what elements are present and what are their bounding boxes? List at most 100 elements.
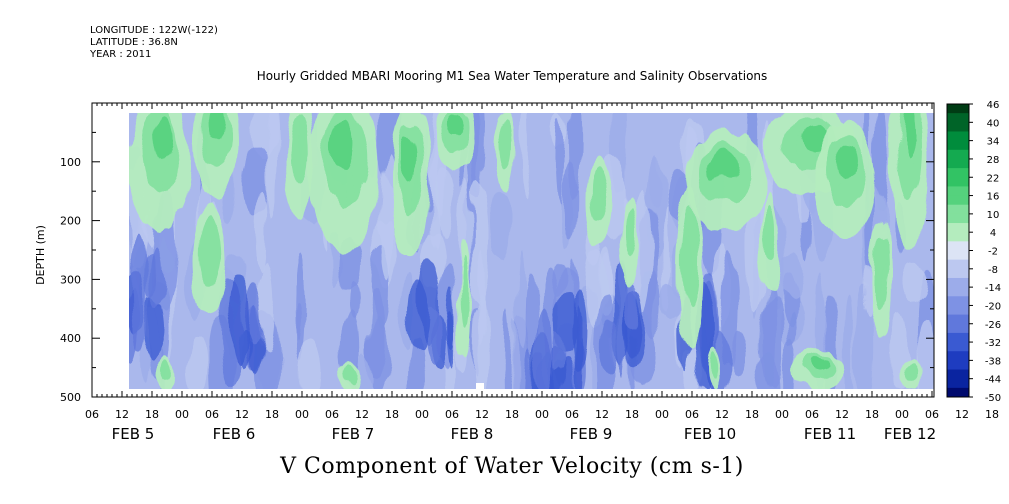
colorbar-label: 40 (987, 118, 1000, 129)
x-tick-label: 06 (565, 408, 579, 421)
x-tick-label: 00 (535, 408, 549, 421)
colorbar-label: -44 (985, 375, 1001, 386)
x-tick-label: 06 (205, 408, 219, 421)
colorbar-swatch (947, 314, 969, 325)
colorbar-swatch (947, 177, 969, 187)
y-axis-label: DEPTH (m) (34, 225, 47, 285)
colorbar-label: 28 (987, 155, 1000, 166)
colorbar-swatch (947, 195, 969, 206)
colorbar: 46 40 34 28 22 16 10 4 -2 -8 -14 -20 -26 -32 -38 -44 -50 (946, 100, 1001, 404)
colorbar-label: -50 (985, 393, 1001, 404)
x-tick-label: 00 (295, 408, 309, 421)
colorbar-label: -20 (985, 301, 1001, 312)
colorbar-swatch (947, 277, 969, 288)
colorbar-swatch (947, 186, 969, 197)
x-tick-label: 00 (895, 408, 909, 421)
x-tick-label: 12 (355, 408, 369, 421)
colorbar-swatch (947, 158, 969, 169)
y-axis: 100 200 300 400 500 (60, 102, 934, 404)
x-tick-label: 12 (595, 408, 609, 421)
colorbar-swatch (947, 296, 969, 306)
x-tick-label: 18 (145, 408, 159, 421)
colorbar-label: 22 (987, 173, 1000, 184)
x-tick-label: 06 (805, 408, 819, 421)
x-axis: 06 12 18 00 06 12 18 00 06 12 18 00 06 12 18 00 06 12 18 00… (85, 103, 999, 443)
colorbar-label: -8 (988, 265, 998, 276)
colorbar-swatch (947, 250, 969, 261)
x-day-label: FEB 10 (684, 425, 736, 443)
chart-title: Hourly Gridded MBARI Mooring M1 Sea Wate… (256, 69, 768, 83)
x-tick-label: 06 (325, 408, 339, 421)
x-tick-label: 12 (115, 408, 129, 421)
colorbar-swatch (947, 168, 969, 178)
x-tick-label: 00 (415, 408, 429, 421)
colorbar-swatch (947, 387, 969, 398)
colorbar-swatch (947, 223, 969, 233)
colorbar-swatch (947, 232, 969, 242)
x-day-label: FEB 11 (804, 425, 856, 443)
colorbar-swatch (947, 360, 969, 371)
x-axis-title: V Component of Water Velocity (cm s-1) (280, 454, 744, 479)
colorbar-swatch (947, 113, 969, 123)
missing-data-patch (476, 383, 484, 389)
colorbar-swatch (947, 149, 969, 160)
colorbar-swatch (947, 213, 969, 224)
colorbar-swatch (947, 305, 969, 316)
colorbar-swatch (947, 351, 969, 361)
colorbar-swatch (947, 323, 969, 334)
colorbar-label: 16 (987, 192, 1000, 203)
x-day-label: FEB 7 (332, 425, 375, 443)
longitude-label: LONGITUDE : 122W(-122) (90, 25, 218, 36)
colorbar-swatch (947, 259, 969, 270)
colorbar-label: 10 (987, 210, 1000, 221)
x-tick-label: 18 (745, 408, 759, 421)
colorbar-swatch (947, 241, 969, 251)
colorbar-swatch (947, 268, 969, 279)
colorbar-swatch (947, 104, 969, 114)
latitude-label: LATITUDE : 36.8N (90, 37, 178, 48)
x-day-label: FEB 8 (451, 425, 494, 443)
x-day-label: FEB 9 (570, 425, 613, 443)
colorbar-label: 4 (990, 228, 996, 239)
x-tick-label: 12 (835, 408, 849, 421)
year-label: YEAR : 2011 (90, 49, 152, 60)
colorbar-label: -32 (985, 338, 1001, 349)
x-tick-label: 00 (175, 408, 189, 421)
x-tick-label: 18 (985, 408, 999, 421)
colorbar-swatch (947, 204, 969, 215)
y-tick-label: 500 (60, 391, 81, 404)
x-tick-label: 00 (655, 408, 669, 421)
y-tick-label: 200 (60, 215, 81, 228)
y-tick-label: 100 (60, 156, 81, 169)
colorbar-label: -14 (985, 283, 1001, 294)
x-day-label: FEB 6 (213, 425, 256, 443)
x-tick-label: 18 (505, 408, 519, 421)
x-tick-label: 12 (715, 408, 729, 421)
x-day-label: FEB 12 (884, 425, 936, 443)
x-tick-label: 12 (475, 408, 489, 421)
colorbar-label: -2 (988, 247, 998, 258)
x-tick-label: 18 (865, 408, 879, 421)
x-tick-label: 18 (385, 408, 399, 421)
y-tick-label: 400 (60, 332, 81, 345)
x-tick-label: 06 (685, 408, 699, 421)
colorbar-label: 34 (987, 137, 1000, 148)
colorbar-label: -26 (985, 320, 1001, 331)
colorbar-swatch (947, 122, 969, 132)
x-tick-label: 00 (775, 408, 789, 421)
colorbar-swatch (947, 369, 969, 380)
x-tick-label: 12 (955, 408, 969, 421)
x-tick-label: 06 (445, 408, 459, 421)
x-tick-label: 12 (235, 408, 249, 421)
colorbar-swatch (947, 140, 969, 151)
x-tick-label: 06 (925, 408, 939, 421)
y-tick-label: 300 (60, 273, 81, 286)
colorbar-label: -38 (985, 356, 1001, 367)
x-day-label: FEB 5 (112, 425, 155, 443)
colorbar-label: 46 (987, 100, 1000, 111)
colorbar-swatch (947, 342, 969, 352)
velocity-field (129, 113, 934, 389)
colorbar-swatch (947, 287, 969, 297)
colorbar-swatch (947, 131, 969, 142)
